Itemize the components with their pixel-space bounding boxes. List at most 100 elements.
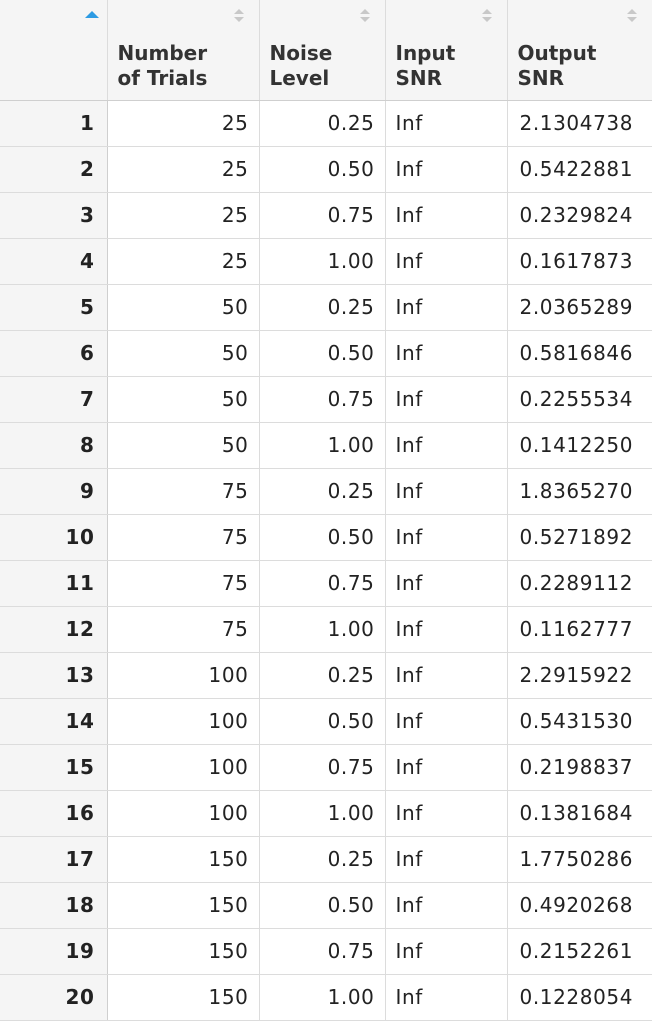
table-row: 7 50 0.75 Inf 0.2255534 [0,376,652,423]
table-body: 1 25 0.25 Inf 2.1304738 2 25 0.50 Inf 0.… [0,100,652,1021]
input-snr-cell: Inf [385,974,508,1021]
output-snr-cell: 1.8365270 [507,468,652,515]
sort-icon [481,9,493,25]
output-snr-cell: 0.2329824 [507,192,652,239]
input-snr-cell: Inf [385,192,508,239]
table-row: 2 25 0.50 Inf 0.5422881 [0,146,652,193]
column-header-label: Noise Level [269,40,333,90]
input-snr-cell: Inf [385,146,508,193]
row-index-cell: 8 [0,422,108,469]
noise-level-cell: 0.75 [259,928,386,975]
table-row: 4 25 1.00 Inf 0.1617873 [0,238,652,285]
number-of-trials-cell: 25 [107,100,260,147]
row-index-cell: 10 [0,514,108,561]
noise-level-cell: 0.50 [259,882,386,929]
number-of-trials-cell: 75 [107,514,260,561]
table-row: 15 100 0.75 Inf 0.2198837 [0,744,652,791]
sort-icon [626,9,638,25]
output-snr-cell: 0.4920268 [507,882,652,929]
input-snr-cell: Inf [385,606,508,653]
input-snr-cell: Inf [385,836,508,883]
input-snr-cell: Inf [385,514,508,561]
row-index-cell: 17 [0,836,108,883]
row-index-cell: 18 [0,882,108,929]
column-header-number-of-trials[interactable]: Number of Trials [107,0,260,101]
number-of-trials-cell: 75 [107,560,260,607]
number-of-trials-cell: 25 [107,146,260,193]
table-row: 11 75 0.75 Inf 0.2289112 [0,560,652,607]
output-snr-cell: 0.5271892 [507,514,652,561]
column-header-label: Number of Trials [117,40,208,90]
number-of-trials-cell: 75 [107,468,260,515]
noise-level-cell: 0.25 [259,284,386,331]
table-row: 16 100 1.00 Inf 0.1381684 [0,790,652,837]
noise-level-cell: 0.75 [259,744,386,791]
table-row: 19 150 0.75 Inf 0.2152261 [0,928,652,975]
column-header-input-snr[interactable]: Input SNR [385,0,508,101]
row-index-cell: 5 [0,284,108,331]
column-header-label: Output SNR [517,40,597,90]
noise-level-cell: 0.50 [259,698,386,745]
number-of-trials-cell: 50 [107,376,260,423]
noise-level-cell: 0.50 [259,514,386,561]
number-of-trials-cell: 100 [107,790,260,837]
input-snr-cell: Inf [385,100,508,147]
output-snr-cell: 0.1381684 [507,790,652,837]
number-of-trials-cell: 100 [107,652,260,699]
noise-level-cell: 1.00 [259,422,386,469]
row-index-cell: 1 [0,100,108,147]
number-of-trials-cell: 150 [107,974,260,1021]
row-index-cell: 7 [0,376,108,423]
row-index-cell: 14 [0,698,108,745]
output-snr-cell: 0.2198837 [507,744,652,791]
table-row: 13 100 0.25 Inf 2.2915922 [0,652,652,699]
noise-level-cell: 0.25 [259,652,386,699]
noise-level-cell: 1.00 [259,790,386,837]
table-row: 18 150 0.50 Inf 0.4920268 [0,882,652,929]
row-index-cell: 19 [0,928,108,975]
row-index-cell: 6 [0,330,108,377]
table-row: 20 150 1.00 Inf 0.1228054 [0,974,652,1021]
table-row: 3 25 0.75 Inf 0.2329824 [0,192,652,239]
output-snr-cell: 0.5422881 [507,146,652,193]
sort-icon [359,9,371,25]
input-snr-cell: Inf [385,238,508,285]
number-of-trials-cell: 150 [107,836,260,883]
input-snr-cell: Inf [385,928,508,975]
noise-level-cell: 0.25 [259,100,386,147]
noise-level-cell: 0.25 [259,468,386,515]
input-snr-cell: Inf [385,330,508,377]
row-index-cell: 3 [0,192,108,239]
input-snr-cell: Inf [385,744,508,791]
output-snr-cell: 2.2915922 [507,652,652,699]
input-snr-cell: Inf [385,422,508,469]
table-row: 6 50 0.50 Inf 0.5816846 [0,330,652,377]
input-snr-cell: Inf [385,468,508,515]
row-index-cell: 4 [0,238,108,285]
table-row: 5 50 0.25 Inf 2.0365289 [0,284,652,331]
number-of-trials-cell: 50 [107,284,260,331]
column-header-noise-level[interactable]: Noise Level [259,0,386,101]
sort-ascending-icon [85,11,99,18]
number-of-trials-cell: 100 [107,744,260,791]
output-snr-cell: 2.0365289 [507,284,652,331]
noise-level-cell: 0.75 [259,192,386,239]
table-row: 9 75 0.25 Inf 1.8365270 [0,468,652,515]
input-snr-cell: Inf [385,882,508,929]
number-of-trials-cell: 100 [107,698,260,745]
row-index-cell: 13 [0,652,108,699]
output-snr-cell: 0.5431530 [507,698,652,745]
input-snr-cell: Inf [385,698,508,745]
number-of-trials-cell: 25 [107,192,260,239]
noise-level-cell: 1.00 [259,974,386,1021]
number-of-trials-cell: 50 [107,422,260,469]
column-header-index[interactable] [0,0,108,101]
output-snr-cell: 0.1228054 [507,974,652,1021]
output-snr-cell: 1.7750286 [507,836,652,883]
table-row: 8 50 1.00 Inf 0.1412250 [0,422,652,469]
row-index-cell: 12 [0,606,108,653]
output-snr-cell: 2.1304738 [507,100,652,147]
column-header-output-snr[interactable]: Output SNR [507,0,652,101]
